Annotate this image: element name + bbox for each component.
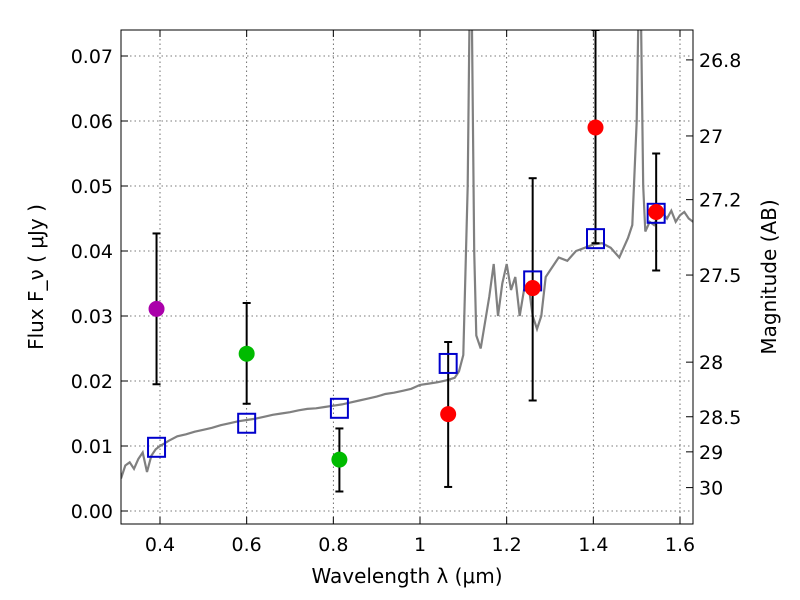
model-photometry-point [329, 397, 349, 419]
x-tick-label: 1.4 [578, 534, 608, 556]
model-photometry-point [237, 412, 257, 434]
y-tick-label: 0.03 [71, 306, 113, 328]
model-photometry-point [147, 436, 167, 458]
x-tick-label: 1 [414, 534, 426, 556]
right-axis-label: Magnitude (AB) [757, 199, 781, 354]
x-tick-label: 0.4 [145, 534, 175, 556]
right-tick-label: 27.2 [699, 190, 741, 212]
observed-point [331, 451, 348, 468]
x-tick-label: 1.6 [665, 534, 695, 556]
y-axis-label: Flux F_ν ( μJy ) [24, 204, 48, 350]
observed-point [587, 119, 604, 136]
plot-background [121, 30, 693, 524]
y-axis-ticks: 0.00 0.01 0.02 0.03 0.04 0.05 0.06 0.07 [71, 46, 128, 523]
right-tick-label: 29 [699, 442, 723, 464]
right-tick-label: 28 [699, 352, 723, 374]
observed-point [648, 204, 665, 220]
y-tick-label: 0.01 [71, 436, 113, 458]
grid-lines [121, 30, 693, 524]
plot-area [121, 30, 693, 493]
y-tick-label: 0.07 [71, 46, 113, 68]
x-tick-label: 0.6 [232, 534, 262, 556]
right-tick-label: 26.8 [699, 50, 741, 72]
right-tick-label: 27.5 [699, 265, 741, 287]
x-axis-ticks: 0.4 0.6 0.8 1 1.2 1.4 1.6 [145, 30, 695, 556]
x-tick-label: 1.2 [492, 534, 522, 556]
x-axis-label: Wavelength λ (μm) [311, 564, 502, 588]
model-photometry-point [586, 228, 605, 250]
observed-point [524, 280, 541, 297]
right-tick-label: 30 [699, 478, 723, 500]
x-tick-label: 0.8 [318, 534, 348, 556]
right-axis-ticks: 26.8 27 27.2 27.5 28 28.5 29 30 [686, 50, 741, 500]
y-tick-label: 0.02 [71, 371, 113, 393]
model-spectrum-line [121, 30, 693, 479]
y-tick-label: 0.06 [71, 111, 113, 133]
model-photometry-point [438, 352, 458, 374]
observed-point [148, 300, 165, 317]
plot-frame [120, 29, 694, 525]
y-tick-label: 0.00 [71, 501, 113, 523]
observed-point [238, 345, 255, 362]
observed-points [148, 119, 665, 468]
right-tick-label: 28.5 [699, 407, 741, 429]
model-photometry-point [646, 202, 666, 224]
right-tick-label: 27 [699, 126, 723, 148]
observed-point [440, 406, 457, 423]
y-tick-label: 0.05 [71, 176, 113, 198]
y-tick-label: 0.04 [71, 241, 113, 263]
